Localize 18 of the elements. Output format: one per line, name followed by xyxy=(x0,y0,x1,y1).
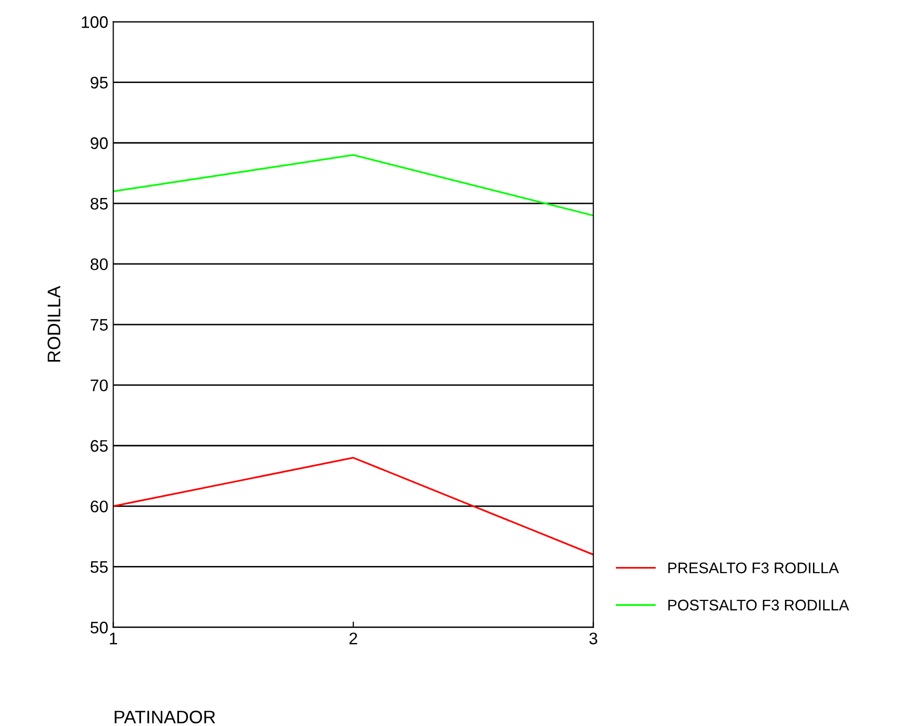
y-tick-label: 95 xyxy=(90,76,108,89)
y-tick-label: 50 xyxy=(90,622,108,634)
y-tick-label: 60 xyxy=(90,500,108,512)
x-tick-label: 3 xyxy=(589,632,598,644)
y-tick-label: 90 xyxy=(90,137,108,150)
y-tick-label: 70 xyxy=(90,379,108,392)
y-tick-label: 65 xyxy=(90,440,108,452)
y-tick-label: 55 xyxy=(90,561,108,573)
x-axis-title: PATINADOR xyxy=(114,710,216,724)
y-axis-title: RODILLA xyxy=(48,286,60,362)
x-tick-label: 1 xyxy=(110,632,118,644)
legend-label: POSTSALTO F3 RODILLA xyxy=(668,600,850,610)
legend-label: PRESALTO F3 RODILLA xyxy=(668,562,839,574)
y-tick-label: 85 xyxy=(90,198,108,210)
y-tick-label: 80 xyxy=(90,258,108,270)
y-tick-label: 100 xyxy=(82,16,108,28)
y-tick-label: 75 xyxy=(90,319,108,331)
x-tick-label: 2 xyxy=(350,632,358,644)
